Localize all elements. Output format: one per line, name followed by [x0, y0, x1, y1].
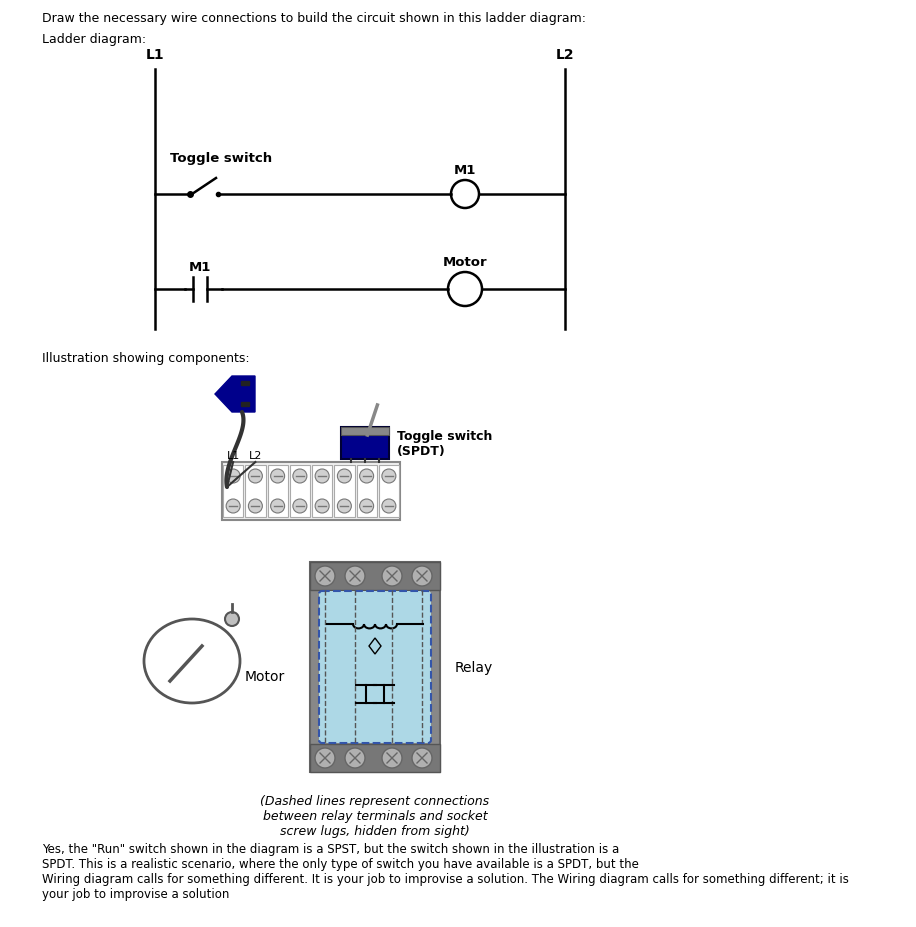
Bar: [341, 427, 389, 436]
Bar: [310, 563, 440, 772]
Circle shape: [315, 748, 335, 768]
Bar: [378, 465, 399, 517]
Circle shape: [337, 469, 352, 484]
Circle shape: [315, 469, 329, 484]
Circle shape: [360, 469, 374, 484]
Polygon shape: [215, 376, 255, 413]
Circle shape: [293, 469, 307, 484]
Bar: [241, 382, 249, 386]
Circle shape: [382, 748, 402, 768]
Circle shape: [225, 613, 239, 627]
Text: Yes, the "Run" switch shown in the diagram is a SPST, but the switch shown in th: Yes, the "Run" switch shown in the diagr…: [42, 842, 849, 900]
Text: Relay: Relay: [455, 660, 493, 674]
Text: L1: L1: [146, 48, 164, 62]
Text: L2: L2: [248, 451, 262, 461]
Circle shape: [337, 500, 352, 514]
Bar: [289, 465, 310, 517]
Circle shape: [270, 469, 285, 484]
Circle shape: [345, 566, 365, 587]
Text: M1: M1: [189, 260, 212, 273]
Circle shape: [412, 748, 432, 768]
Bar: [222, 463, 400, 520]
Text: M1: M1: [453, 164, 476, 177]
Text: L1: L1: [226, 451, 240, 461]
Bar: [312, 465, 333, 517]
Circle shape: [382, 500, 396, 514]
Circle shape: [382, 566, 402, 587]
Circle shape: [226, 469, 240, 484]
Circle shape: [293, 500, 307, 514]
Text: L2: L2: [556, 48, 574, 62]
Bar: [310, 563, 440, 590]
Circle shape: [315, 566, 335, 587]
Bar: [267, 465, 288, 517]
Ellipse shape: [144, 619, 240, 704]
Bar: [334, 465, 354, 517]
FancyBboxPatch shape: [319, 591, 431, 743]
Text: Ladder diagram:: Ladder diagram:: [42, 33, 147, 46]
Text: Toggle switch
(SPDT): Toggle switch (SPDT): [397, 429, 493, 458]
Bar: [241, 402, 249, 407]
Circle shape: [412, 566, 432, 587]
Text: Draw the necessary wire connections to build the circuit shown in this ladder di: Draw the necessary wire connections to b…: [42, 12, 586, 25]
Text: Toggle switch: Toggle switch: [170, 152, 272, 165]
Circle shape: [226, 500, 240, 514]
Circle shape: [270, 500, 285, 514]
Circle shape: [248, 500, 262, 514]
Bar: [310, 744, 440, 772]
Text: Motor: Motor: [245, 669, 285, 683]
Text: (Dashed lines represent connections
between relay terminals and socket
screw lug: (Dashed lines represent connections betw…: [260, 794, 489, 837]
Text: Motor: Motor: [442, 256, 487, 269]
Circle shape: [360, 500, 374, 514]
Bar: [356, 465, 376, 517]
Bar: [223, 465, 244, 517]
Bar: [245, 465, 266, 517]
Circle shape: [315, 500, 329, 514]
Circle shape: [345, 748, 365, 768]
Circle shape: [248, 469, 262, 484]
Text: Illustration showing components:: Illustration showing components:: [42, 351, 250, 364]
Bar: [341, 427, 389, 460]
Circle shape: [382, 469, 396, 484]
